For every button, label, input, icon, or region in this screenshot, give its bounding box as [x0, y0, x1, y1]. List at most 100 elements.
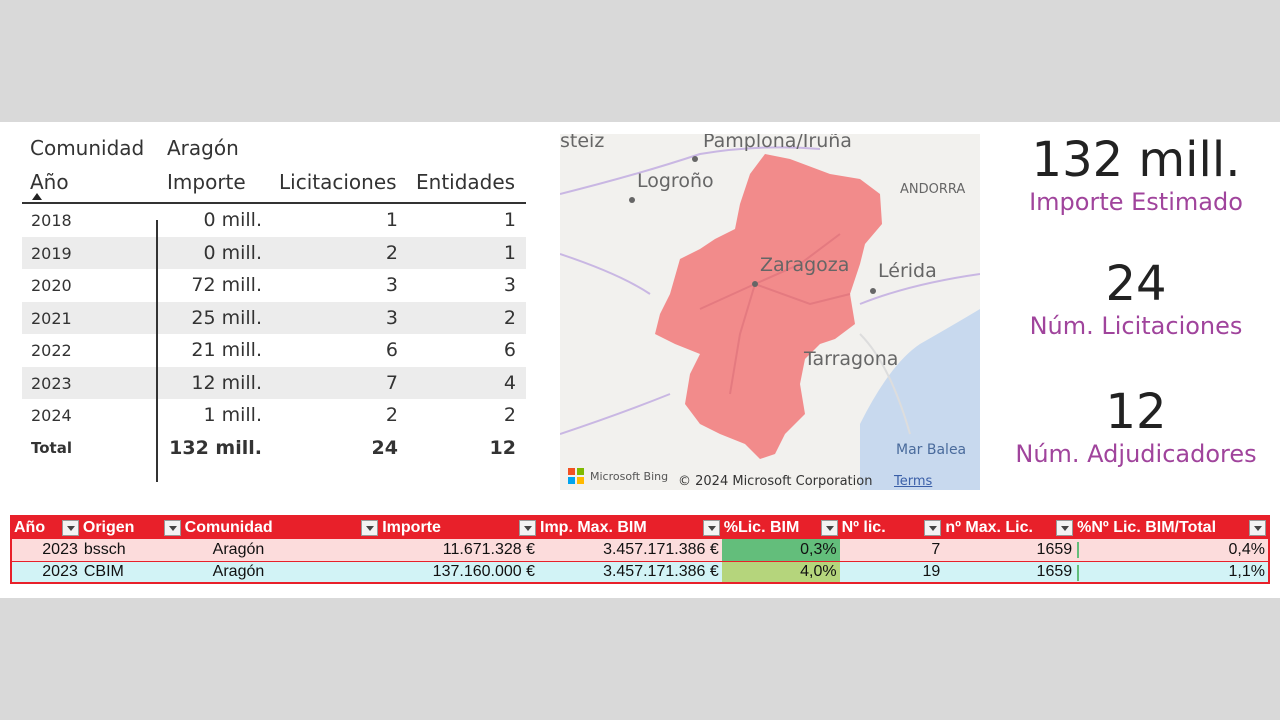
year-cell: 2018: [31, 211, 72, 230]
sea-label: Mar Balea: [896, 442, 967, 458]
cell-n-max[interactable]: 1659: [943, 560, 1076, 583]
table-row: 2023 bssch Aragón 11.671.328 € 3.457.171…: [11, 539, 1269, 561]
cell-comunidad[interactable]: Aragón: [182, 560, 381, 583]
importe-cell: 25 mill.: [191, 306, 262, 329]
cell-importe[interactable]: 137.160.000 €: [380, 560, 538, 583]
filter-dropdown-icon[interactable]: [61, 520, 79, 536]
table-row: 2021 25 mill. 3 2: [22, 301, 526, 334]
zaragoza-dot: [752, 281, 758, 287]
kpi-card-adjudicadores: 12 Núm. Adjudicadores: [1000, 384, 1272, 468]
header-n-max-lic: nº Max. Lic.: [943, 516, 1076, 539]
header-pct-lic-bim: %Lic. BIM: [721, 516, 840, 539]
cell-ano[interactable]: 2023: [11, 560, 81, 583]
cell-imp-max[interactable]: 3.457.171.386 €: [538, 539, 722, 561]
entidades-cell: 3: [503, 274, 516, 296]
licitaciones-cell: 2: [385, 241, 398, 264]
cell-n-lic[interactable]: 19: [839, 560, 944, 583]
cell-pct-total[interactable]: 1,1%: [1075, 560, 1269, 583]
table-row: 2024 1 mill. 2 2: [22, 399, 526, 432]
kpi-label: Núm. Adjudicadores: [1015, 440, 1257, 468]
total-entidades: 12: [489, 436, 516, 459]
place-label: ANDORRA: [900, 182, 966, 197]
pamplona-dot: [692, 156, 698, 162]
column-header-licitaciones[interactable]: Licitaciones: [279, 170, 397, 194]
filter-dropdown-icon[interactable]: [1249, 520, 1266, 536]
year-cell: 2022: [31, 341, 72, 360]
cell-pct-lic[interactable]: 4,0%: [721, 560, 840, 583]
kpi-card-licitaciones: 24 Núm. Licitaciones: [1000, 256, 1272, 340]
column-header-importe[interactable]: Importe: [167, 170, 246, 194]
map-terms-link[interactable]: Terms: [894, 474, 933, 489]
licitaciones-cell: 1: [385, 209, 398, 231]
road-line: [560, 253, 651, 295]
road-line: [560, 146, 821, 195]
cell-imp-max[interactable]: 3.457.171.386 €: [538, 560, 722, 583]
road-line: [859, 273, 980, 305]
cell-comunidad[interactable]: Aragón: [182, 539, 381, 561]
total-row: Total 132 mill. 24 12: [22, 432, 526, 465]
region-road: [699, 233, 851, 395]
microsoft-logo-icon: [568, 468, 584, 484]
aragon-region[interactable]: [655, 154, 882, 459]
kpi-value: 132 mill.: [1031, 132, 1241, 188]
cell-importe[interactable]: 11.671.328 €: [380, 539, 538, 561]
header-imp-max-bim: Imp. Max. BIM: [538, 516, 722, 539]
cell-origen[interactable]: bssch: [80, 539, 183, 561]
map-visual[interactable]: steiz Pamplona/Iruña Logroño ANDORRA Zar…: [560, 134, 980, 490]
filter-dropdown-icon[interactable]: [924, 520, 942, 536]
pivot-table: Comunidad Aragón Año Importe Licitacione…: [22, 132, 526, 482]
row-header-divider: [156, 220, 158, 482]
place-label: Pamplona/Iruña: [703, 134, 852, 152]
cell-n-lic[interactable]: 7: [839, 539, 944, 561]
map-attribution: Microsoft Bing: [590, 470, 669, 483]
filter-dropdown-icon[interactable]: [702, 520, 720, 536]
year-cell: 2020: [31, 276, 72, 295]
column-header-entidades[interactable]: Entidades: [416, 170, 516, 194]
road-line: [560, 393, 671, 435]
importe-cell: 1 mill.: [203, 404, 262, 426]
cell-pct-total[interactable]: 0,4%: [1075, 539, 1269, 561]
header-pct-total: %Nº Lic. BIM/Total: [1075, 516, 1269, 539]
header-origen: Origen: [80, 516, 183, 539]
filter-active-icon[interactable]: [361, 520, 379, 536]
header-ano: Año: [11, 516, 81, 539]
licitaciones-cell: 3: [385, 306, 398, 329]
licitaciones-cell: 3: [385, 274, 398, 296]
total-importe: 132 mill.: [169, 436, 262, 459]
importe-cell: 0 mill.: [203, 241, 262, 264]
entidades-cell: 2: [503, 404, 516, 426]
importe-cell: 0 mill.: [203, 209, 262, 231]
year-cell: 2024: [31, 406, 72, 425]
year-cell: 2021: [31, 308, 72, 328]
header-row: Año Origen Comunidad Importe Imp. Max. B…: [11, 516, 1269, 539]
row-header-year[interactable]: Año: [30, 170, 69, 194]
cell-n-max[interactable]: 1659: [943, 539, 1076, 561]
table-row: 2018 0 mill. 1 1: [22, 204, 526, 237]
licitaciones-cell: 6: [385, 339, 398, 361]
cell-ano[interactable]: 2023: [11, 539, 81, 561]
cell-origen[interactable]: CBIM: [80, 560, 183, 583]
place-label: steiz: [560, 134, 605, 152]
table-row: 2019 0 mill. 2 1: [22, 236, 526, 269]
filter-dropdown-icon[interactable]: [1056, 520, 1074, 536]
header-comunidad: Comunidad: [182, 516, 381, 539]
importe-cell: 12 mill.: [191, 371, 262, 394]
filter-dropdown-icon[interactable]: [163, 520, 181, 536]
sea-area: [860, 309, 980, 490]
kpi-label: Importe Estimado: [1029, 188, 1243, 216]
pivot-header-community: Comunidad Aragón: [22, 132, 526, 166]
map-base: [560, 146, 980, 490]
table-row: 2020 72 mill. 3 3: [22, 269, 526, 302]
importe-cell: 72 mill.: [191, 274, 262, 296]
community-value: Aragón: [167, 136, 239, 160]
sort-filter-icon[interactable]: [820, 520, 838, 536]
cell-pct-lic[interactable]: 0,3%: [721, 539, 840, 561]
lerida-dot: [870, 288, 876, 294]
entidades-cell: 6: [503, 339, 516, 361]
year-cell: 2019: [31, 243, 72, 263]
place-label: Zaragoza: [760, 254, 850, 276]
licitaciones-cell: 2: [385, 404, 398, 426]
filter-dropdown-icon[interactable]: [519, 520, 536, 536]
sort-ascending-icon[interactable]: [32, 193, 42, 200]
road-line: [859, 333, 911, 435]
